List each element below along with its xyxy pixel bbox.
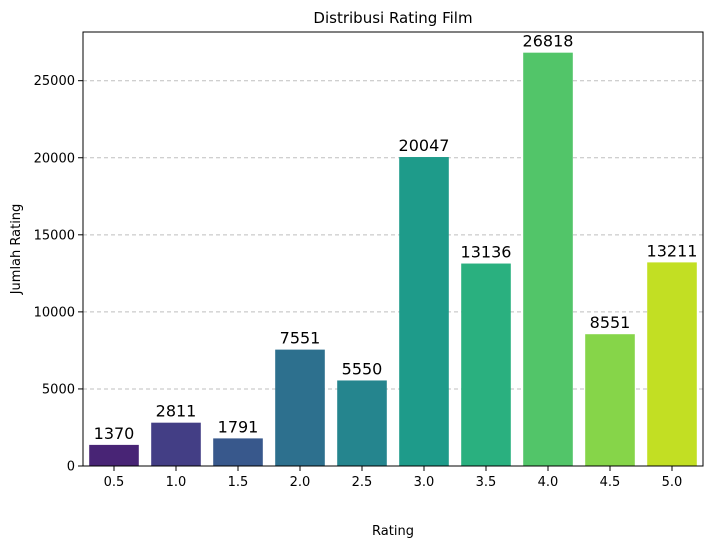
- x-tick-label: 0.5: [104, 475, 125, 490]
- chart-title: Distribusi Rating Film: [313, 9, 472, 27]
- x-tick-label: 4.0: [538, 475, 559, 490]
- data-label-5.0: 13211: [647, 241, 698, 260]
- data-label-4.0: 26818: [523, 32, 574, 51]
- x-tick-label: 1.0: [166, 475, 187, 490]
- x-tick-label: 2.0: [290, 475, 311, 490]
- y-tick-label: 10000: [34, 305, 75, 320]
- bar-1.5: [213, 438, 263, 466]
- data-label-1.5: 1791: [218, 417, 259, 436]
- data-labels: 1370 2811 1791 7551 5550 20047 13136 26818 8551 1…: [94, 32, 698, 443]
- bar-4.5: [585, 334, 635, 466]
- y-tick-label: 5000: [42, 382, 75, 397]
- data-label-3.0: 20047: [399, 136, 450, 155]
- bar-2.5: [337, 380, 387, 466]
- x-tick-label: 3.5: [476, 475, 497, 490]
- y-tick-label: 25000: [34, 74, 75, 89]
- bar-4.0: [523, 52, 573, 467]
- bar-0.5: [89, 444, 139, 466]
- x-tick-label: 5.0: [662, 475, 683, 490]
- bar-3.5: [461, 263, 511, 466]
- x-tick-label: 3.0: [414, 475, 435, 490]
- bar-3.0: [399, 157, 449, 466]
- bars: [89, 52, 697, 467]
- grid-lines: [83, 80, 703, 390]
- x-axis-ticks: 0.5 1.0 1.5 2.0 2.5 3.0 3.5 4.0 4.5 5.0: [104, 466, 683, 490]
- data-label-0.5: 1370: [94, 424, 135, 443]
- data-label-1.0: 2811: [156, 402, 197, 421]
- data-label-2.5: 5550: [342, 359, 383, 378]
- x-tick-label: 1.5: [228, 475, 249, 490]
- y-tick-label: 0: [67, 460, 75, 475]
- y-axis-label: Jumlah Rating: [9, 204, 24, 296]
- plot-frame: [82, 31, 704, 467]
- x-tick-label: 2.5: [352, 475, 373, 490]
- x-axis-label: Rating: [372, 524, 414, 539]
- y-tick-label: 15000: [34, 228, 75, 243]
- y-axis-ticks: 0 5000 10000 15000 20000 25000: [34, 74, 83, 475]
- data-label-2.0: 7551: [280, 329, 321, 348]
- x-tick-label: 4.5: [600, 475, 621, 490]
- data-label-3.5: 13136: [461, 243, 512, 262]
- y-tick-label: 20000: [34, 151, 75, 166]
- data-label-4.5: 8551: [590, 313, 631, 332]
- bar-1.0: [151, 422, 201, 466]
- bar-2.0: [275, 349, 325, 466]
- bar-5.0: [647, 262, 697, 466]
